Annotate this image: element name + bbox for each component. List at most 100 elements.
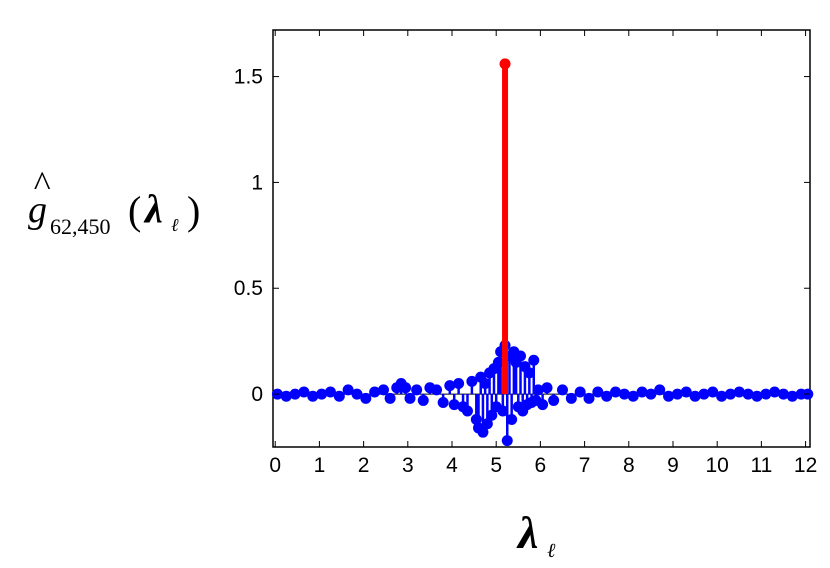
stem-marker [351, 388, 363, 400]
stem-marker [360, 392, 372, 404]
stem-marker [707, 386, 719, 398]
stem-marker [556, 384, 568, 396]
x-tick-label: 12 [794, 454, 817, 477]
stem-marker [760, 388, 772, 400]
x-tick-label: 3 [402, 454, 414, 477]
stem-marker [548, 394, 560, 406]
x-tick-label: 10 [706, 454, 729, 477]
stem-marker [654, 384, 666, 396]
stem-marker [316, 388, 328, 400]
stem-marker [417, 394, 429, 406]
x-tick-label: 0 [269, 454, 281, 477]
x-tick-label: 9 [667, 454, 679, 477]
stem-marker [481, 418, 493, 430]
stem-marker [724, 388, 736, 400]
stem-marker [698, 388, 710, 400]
stem-marker [601, 390, 613, 402]
stem-marker [307, 390, 319, 402]
stem-marker [411, 384, 423, 396]
y-axis-ticks: 0 0.5 1 1.5 [234, 66, 810, 406]
stem-marker [541, 382, 553, 394]
stem-marker [528, 354, 540, 366]
stem-marker [466, 375, 478, 387]
stem-marker [769, 386, 781, 398]
y-tick-label: 1.5 [234, 66, 263, 89]
stem-marker [369, 386, 381, 398]
stem-marker [523, 367, 535, 379]
stem-marker [574, 386, 586, 398]
x-axis-ticks: 0 1 2 3 4 5 6 7 8 9 10 11 12 [269, 30, 817, 477]
stem-marker [777, 388, 789, 400]
y-label-hat: ^ [33, 164, 51, 204]
stem-marker [751, 390, 763, 402]
stem-marker [506, 413, 518, 425]
stem-marker [342, 384, 354, 396]
stem-marker [583, 392, 595, 404]
stem-marker [448, 399, 460, 411]
stem-marker [663, 390, 675, 402]
stem-marker [565, 392, 577, 404]
stem-marker [324, 386, 336, 398]
stem-marker [298, 386, 310, 398]
stem-marker [479, 377, 491, 389]
stem-marker [404, 392, 416, 404]
x-tick-label: 1 [314, 454, 326, 477]
y-label-subscript: 62,450 [50, 214, 111, 239]
stem-marker [333, 390, 345, 402]
x-tick-label: 8 [623, 454, 635, 477]
y-tick-label: 1 [251, 171, 263, 194]
stem-marker [400, 382, 412, 394]
x-tick-label: 2 [358, 454, 370, 477]
stem-marker [627, 390, 639, 402]
series-red-stems [499, 58, 511, 395]
stem-marker [592, 386, 604, 398]
plot-area [271, 29, 814, 448]
axes-box [272, 29, 811, 448]
stem-marker [477, 426, 489, 438]
y-axis-label: ^ g 62,450 ( λ ℓ ) [28, 164, 200, 239]
y-label-paren-close: ) [187, 188, 200, 233]
y-tick-label: 0 [251, 383, 263, 406]
y-label-arg: λ [143, 186, 163, 231]
stem-marker [671, 388, 683, 400]
stem-marker [515, 350, 527, 362]
x-tick-label: 11 [750, 454, 772, 477]
y-label-arg-subscript: ℓ [171, 215, 179, 235]
x-label-subscript: ℓ [547, 540, 556, 562]
stem-marker [645, 388, 657, 400]
stem-marker [431, 384, 443, 396]
stem-marker [497, 405, 509, 417]
stem-marker [618, 388, 630, 400]
stem-marker [280, 390, 292, 402]
stem-marker [537, 399, 549, 411]
x-tick-label: 6 [535, 454, 547, 477]
y-label-main: g [28, 189, 47, 231]
y-label-paren-open: ( [128, 188, 141, 233]
y-tick-label: 0.5 [234, 277, 263, 300]
stem-marker [716, 390, 728, 402]
stem-marker [453, 377, 465, 389]
x-tick-label: 7 [579, 454, 591, 477]
stem-marker [437, 397, 449, 409]
stem-marker [733, 386, 745, 398]
stem-marker [532, 384, 544, 396]
stem-marker [680, 386, 692, 398]
stem-marker [289, 388, 301, 400]
x-label-main: λ [516, 507, 538, 558]
stem-marker [486, 409, 498, 421]
x-tick-label: 4 [446, 454, 458, 477]
stem-marker [499, 58, 511, 70]
stem-marker [444, 380, 456, 392]
stem-marker [610, 386, 622, 398]
stem-marker [384, 392, 396, 404]
stem-marker [742, 388, 754, 400]
x-axis-label: λ ℓ [516, 507, 556, 562]
stem-marker [501, 435, 513, 447]
stem-marker [689, 390, 701, 402]
series-blue-stems [271, 339, 814, 447]
stem-marker [461, 405, 473, 417]
stem-marker [786, 390, 798, 402]
x-tick-label: 5 [490, 454, 502, 477]
stem-marker [636, 386, 648, 398]
